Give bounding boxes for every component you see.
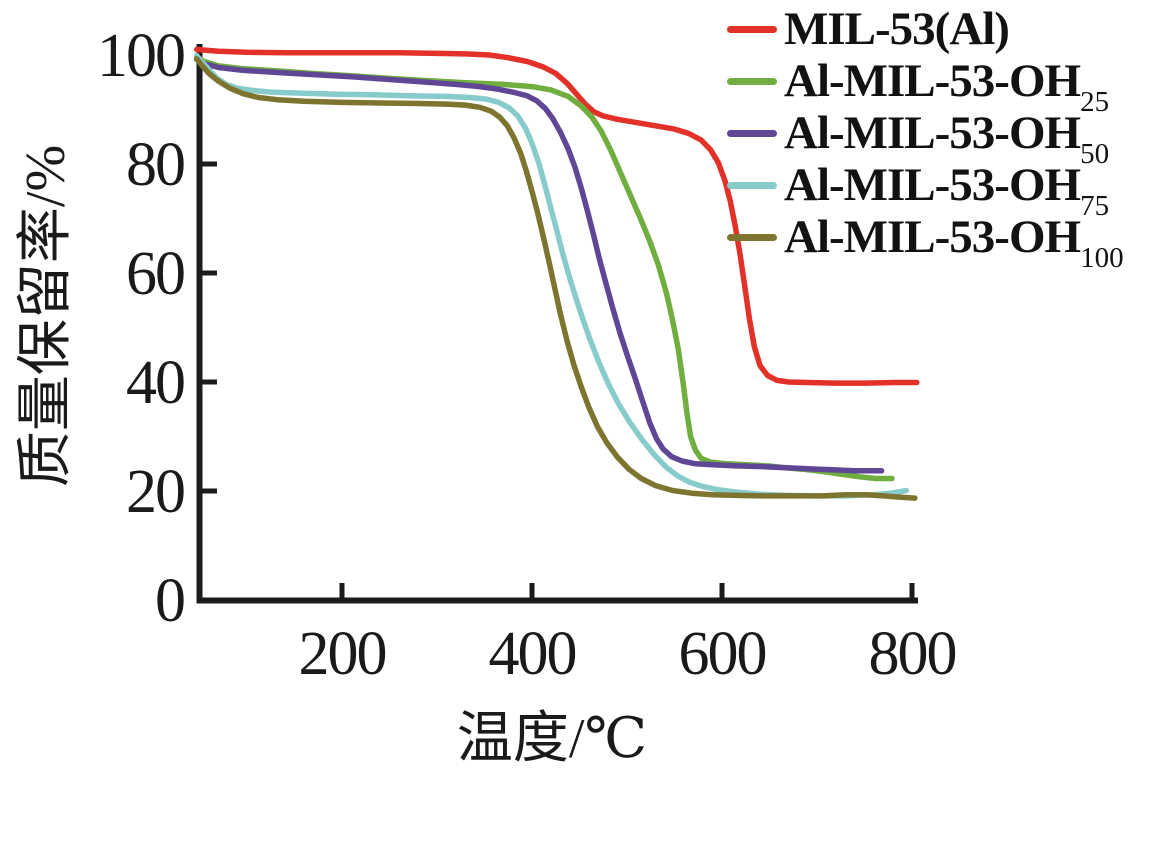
- legend-line-swatch: [727, 181, 777, 189]
- legend-label: Al-MIL-53-OH100: [784, 210, 1124, 274]
- legend-item-al-mil-53-oh-100: Al-MIL-53-OH100: [727, 210, 1124, 274]
- legend-line-swatch: [727, 129, 777, 137]
- legend-label-subscript: 75: [1080, 189, 1110, 222]
- x-axis-title: 温度/℃: [457, 708, 647, 770]
- y-tick-label: 80: [126, 131, 184, 199]
- legend-label-subscript: 25: [1080, 85, 1110, 118]
- legend-item-al-mil-53-oh-25: Al-MIL-53-OH25: [727, 54, 1124, 118]
- legend-line-swatch: [727, 77, 777, 85]
- y-tick-label: 40: [126, 349, 184, 417]
- y-tick-label: 100: [97, 22, 184, 90]
- legend-line-swatch: [727, 25, 777, 33]
- curve-al-mil-53-oh-50: [193, 56, 885, 474]
- data-curves: [193, 46, 920, 501]
- axes: [196, 44, 918, 604]
- x-tick-label: 200: [299, 620, 386, 688]
- x-tick-label: 800: [869, 620, 956, 688]
- chart-legend: MIL-53(Al) Al-MIL-53-OH25 Al-MIL-53-OH50 Al…: [727, 3, 1124, 274]
- legend-label: MIL-53(Al): [784, 2, 1010, 55]
- curve-al-mil-53-oh-100: [193, 56, 918, 501]
- curve-mil-53-al: [193, 46, 920, 386]
- legend-line-swatch: [727, 233, 777, 241]
- axis-ticks: [200, 161, 915, 600]
- y-tick-label: 60: [126, 240, 184, 308]
- y-tick-label: 0: [155, 567, 184, 635]
- curve-al-mil-53-oh-75: [193, 52, 910, 499]
- legend-label: Al-MIL-53-OH25: [784, 54, 1110, 118]
- y-axis-title: 质量保留率/%: [15, 145, 77, 487]
- x-tick-label: 400: [489, 620, 576, 688]
- legend-label: Al-MIL-53-OH75: [784, 158, 1110, 222]
- legend-item-al-mil-53-oh-50: Al-MIL-53-OH50: [727, 106, 1124, 170]
- legend-item-mil-53-al: MIL-53(Al): [727, 3, 1124, 55]
- legend-item-al-mil-53-oh-75: Al-MIL-53-OH75: [727, 158, 1124, 222]
- y-tick-label: 20: [126, 458, 184, 526]
- axis-tick-labels: 200 400 600 800 0 20 40 60 80 100: [97, 22, 958, 688]
- legend-label: Al-MIL-53-OH50: [784, 106, 1110, 170]
- x-tick-label: 600: [679, 620, 766, 688]
- legend-label-subscript: 50: [1080, 137, 1110, 170]
- legend-label-subscript: 100: [1080, 241, 1124, 274]
